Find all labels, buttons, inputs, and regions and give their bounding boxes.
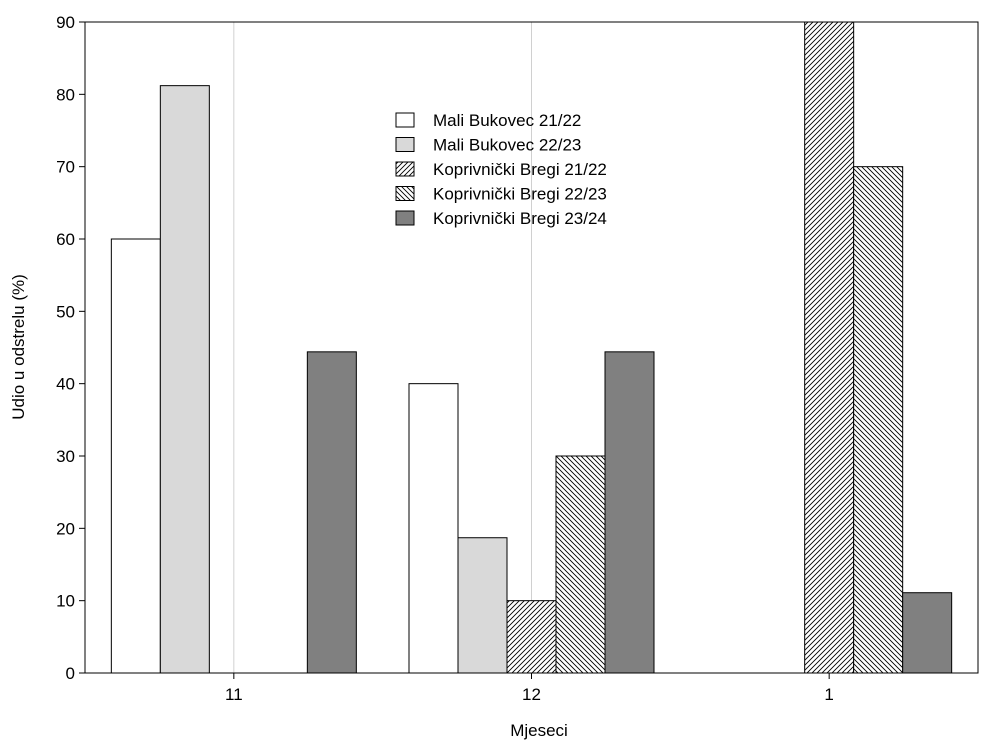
bar (306, 351, 357, 674)
bar (804, 21, 855, 674)
legend-swatch (395, 112, 415, 128)
legend-swatch (395, 186, 415, 201)
legend-label: Mali Bukovec 22/23 (433, 136, 581, 155)
y-tick-label: 30 (56, 447, 75, 466)
y-axis-title: Udio u odstrelu (%) (9, 274, 28, 420)
bar (408, 383, 459, 674)
x-tick-label: 1 (824, 685, 833, 704)
y-tick-label: 50 (56, 302, 75, 321)
legend-label: Koprivnički Bregi 21/22 (433, 160, 607, 179)
bar (604, 351, 655, 674)
bar (457, 537, 508, 674)
bar (506, 600, 557, 674)
legend: Mali Bukovec 21/22 Mali Bukovec 22/23 Kopr… (395, 111, 607, 228)
y-tick-label: 10 (56, 592, 75, 611)
legend-label: Koprivnički Bregi 22/23 (433, 185, 607, 204)
y-tick-label: 70 (56, 158, 75, 177)
x-tick-label: 12 (522, 685, 541, 704)
legend-label: Koprivnički Bregi 23/24 (433, 209, 607, 228)
bars-group (110, 21, 953, 674)
y-axis: 0 10 20 30 40 50 60 70 80 90 (56, 13, 85, 683)
legend-swatch (395, 161, 415, 177)
bar (555, 455, 606, 674)
bar (110, 238, 161, 674)
legend-swatch (395, 137, 415, 152)
y-tick-label: 0 (66, 664, 75, 683)
legend-label: Mali Bukovec 21/22 (433, 111, 581, 130)
y-tick-label: 80 (56, 85, 75, 104)
bar (159, 85, 210, 674)
x-axis-title: Mjeseci (510, 721, 568, 740)
bar (853, 166, 904, 674)
y-tick-label: 40 (56, 375, 75, 394)
y-tick-label: 20 (56, 519, 75, 538)
x-tick-label: 11 (225, 685, 243, 704)
x-axis: 11 12 1 (225, 673, 834, 704)
bar (902, 592, 953, 674)
legend-swatch (395, 210, 415, 226)
y-tick-label: 60 (56, 230, 75, 249)
y-tick-label: 90 (56, 13, 75, 32)
